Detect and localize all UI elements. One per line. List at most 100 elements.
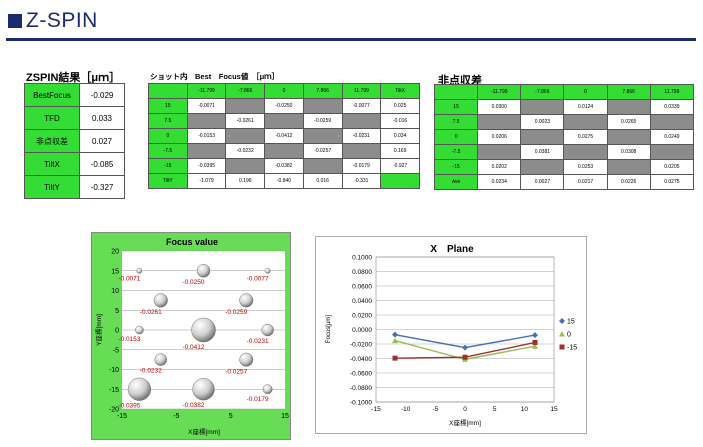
y-tick-label: 0.0600 — [352, 284, 372, 291]
focus-cell: -0.0071 — [186, 98, 227, 114]
chart-title: X Plane — [430, 244, 474, 255]
focus-row: -15 -0.0395 -0.0382 -0.0179 -0.927 — [148, 158, 420, 174]
astig-cell: 0.0205 — [649, 159, 695, 175]
focus-cell — [302, 128, 343, 144]
focus-cell: 15 — [148, 98, 188, 114]
focus-cell: -0.0412 — [264, 128, 304, 144]
y-tick-label: -15 — [109, 387, 119, 394]
page-title: Z-SPIN — [26, 9, 98, 32]
focus-cell: -0.0231 — [341, 128, 382, 144]
bubble-point — [191, 317, 216, 343]
y-tick-label: 20 — [111, 249, 119, 256]
legend-marker — [559, 331, 565, 337]
y-tick-label: 0.0400 — [352, 298, 372, 305]
astig-row: -11.799 -7.866 0 7.866 11.799 — [433, 84, 695, 100]
bubble-point — [264, 267, 271, 274]
astig-cell — [606, 129, 651, 145]
astig-cell: 0.0249 — [649, 129, 695, 145]
y-tick-label: -0.1000 — [350, 400, 372, 407]
bubble-point — [154, 353, 167, 366]
focus-table-caption: ショット内 Best Focus値 ［μｍ］ — [150, 72, 280, 81]
focus-cell: 0.169 — [380, 143, 420, 159]
x-axis-label: X座標[mm] — [449, 418, 481, 427]
focus-cell: -0.840 — [264, 173, 304, 189]
bubble-data-label: -0.0412 — [182, 344, 204, 351]
focus-cell — [186, 143, 227, 159]
bubble-data-label: -0.0250 — [182, 279, 204, 286]
focus-cell: 0.034 — [380, 128, 420, 144]
bubble-data-label: -0.0232 — [140, 368, 162, 375]
x-tick-label: 15 — [281, 413, 289, 420]
bubble-data-label: -0.0382 — [182, 402, 204, 409]
summary-row: TFD 0.033 — [24, 106, 125, 130]
astig-cell: 0.0027 — [520, 174, 565, 190]
astig-cell: -15 — [433, 159, 479, 175]
bubble-data-label: -0.0395 — [118, 403, 140, 410]
astig-cell: -7.5 — [433, 144, 479, 160]
x-tick-label: -10 — [401, 406, 411, 413]
astig-cell — [649, 114, 695, 130]
focus-cell — [148, 83, 188, 99]
astig-row: -15 0.0202 0.0253 0.0205 — [433, 159, 695, 175]
focus-row: TiltY -1.079 0.196 -0.840 0.016 -0.331 — [148, 173, 420, 189]
astig-cell: 0 — [563, 84, 608, 100]
astig-cell — [433, 84, 479, 100]
astig-cell — [606, 99, 651, 115]
bubble-point — [127, 377, 151, 401]
focus-cell — [225, 128, 266, 144]
bubble-data-label: -0.0261 — [140, 309, 162, 316]
focus-cell: -0.0259 — [302, 113, 343, 129]
x-axis-label: X座標[mm] — [188, 427, 220, 436]
astig-cell: 0.0226 — [606, 174, 651, 190]
focus-cell: -11.799 — [186, 83, 227, 99]
focus-cell: -0.927 — [380, 158, 420, 174]
header-divider — [6, 38, 696, 41]
x-tick-label: -5 — [173, 413, 179, 420]
bubble-data-label: -0.0179 — [247, 396, 269, 403]
bubble-point — [262, 384, 273, 395]
legend-marker — [559, 344, 565, 350]
summary-label: BestFocus — [24, 83, 80, 107]
focus-cell — [302, 158, 343, 174]
series-point — [391, 337, 398, 344]
x-plane-chart: X Plane 0.1000 0.0800 0.0600 0.0400 0.0200 0.0… — [315, 236, 587, 434]
bubble-point — [153, 293, 168, 308]
astig-cell: 0.0265 — [606, 114, 651, 130]
focus-cell: -0.0257 — [302, 143, 343, 159]
focus-cell: -0.0077 — [341, 98, 382, 114]
legend-label: 15 — [567, 319, 575, 326]
focus-cell: -1.079 — [186, 173, 227, 189]
summary-label: TiltX — [24, 152, 80, 176]
y-tick-label: -20 — [109, 407, 119, 414]
y-tick-label: -10 — [109, 367, 119, 374]
bubble-point — [261, 323, 274, 337]
y-tick-label: -0.0200 — [350, 342, 372, 349]
focus-cell: -0.0261 — [225, 113, 266, 129]
focus-cell — [380, 173, 420, 189]
focus-cell — [341, 143, 382, 159]
astig-cell: 0.0275 — [649, 174, 695, 190]
astig-cell: 0.0381 — [520, 144, 565, 160]
y-tick-label: 10 — [111, 288, 119, 295]
y-tick-label: 0 — [115, 328, 119, 335]
focus-cell: 0.016 — [302, 173, 343, 189]
focus-cell — [264, 143, 304, 159]
y-axis-label: Focus[μm] — [326, 315, 332, 343]
astig-cell: Ave — [433, 174, 479, 190]
focus-cell: -0.331 — [341, 173, 382, 189]
x-tick-label: 0 — [463, 406, 467, 413]
focus-cell — [186, 113, 227, 129]
astig-cell — [520, 159, 565, 175]
astig-row: 7.5 0.0023 0.0265 — [433, 114, 695, 130]
focus-cell: -0.0382 — [264, 158, 304, 174]
series-point — [392, 355, 398, 361]
bubble-data-label: -0.0257 — [225, 368, 247, 375]
bubble-data-label: -0.0259 — [225, 309, 247, 316]
summary-row: BestFocus -0.029 — [24, 83, 125, 107]
focus-cell: 0 — [148, 128, 188, 144]
summary-value: 0.027 — [79, 129, 125, 153]
astig-cell: 0.0275 — [563, 129, 608, 145]
y-tick-label: 15 — [111, 268, 119, 275]
y-tick-label: 0.1000 — [352, 255, 372, 262]
astig-cell: 0.0217 — [563, 174, 608, 190]
